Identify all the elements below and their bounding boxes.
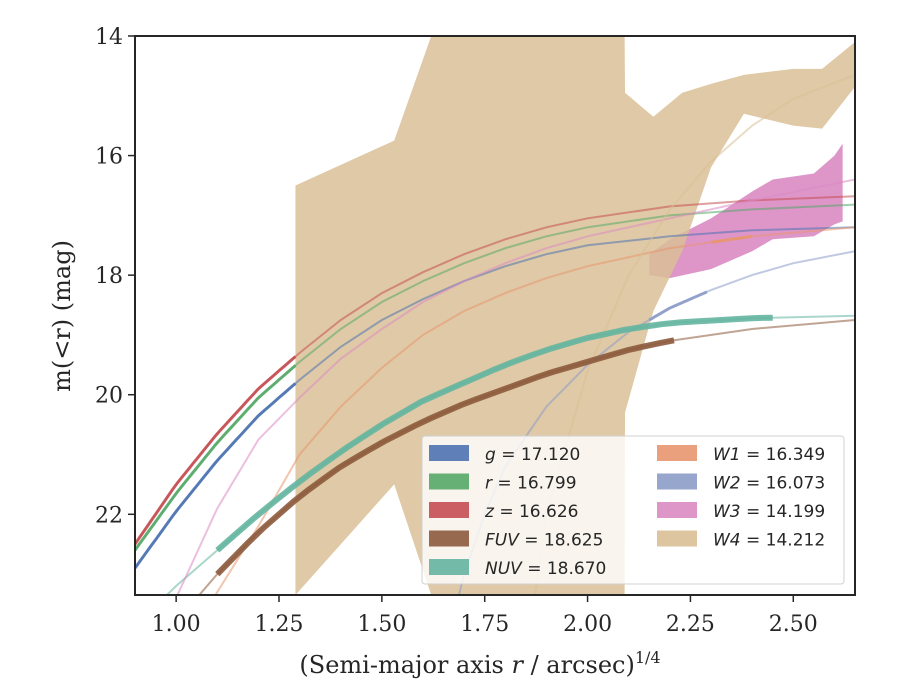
x-tick-label: 1.75 — [460, 612, 509, 637]
legend-label: r = 16.799 — [485, 474, 577, 494]
legend-label: FUV = 18.625 — [485, 531, 603, 551]
w2-measured — [648, 290, 708, 322]
x-axis-label-unit: / arcsec) — [523, 651, 635, 679]
legend-swatch — [657, 473, 697, 490]
x-tick-label: 1.25 — [255, 612, 304, 637]
legend-item-fuv: FUV = 18.625 — [429, 530, 603, 551]
y-tick-label: 14 — [95, 25, 123, 50]
legend-item-r: r = 16.799 — [429, 473, 577, 494]
legend-label: W4 = 14.212 — [713, 531, 825, 551]
legend-swatch — [657, 502, 697, 518]
fuv-measured — [215, 337, 675, 577]
y-axis-label: m(<r) (mag) — [48, 240, 76, 392]
legend-label: W3 = 14.199 — [713, 502, 825, 522]
w1-measured — [710, 234, 753, 244]
y-tick-label: 18 — [95, 264, 123, 289]
x-tick-label: 2.00 — [563, 612, 612, 637]
z-measured — [135, 355, 297, 546]
nuv-measured — [215, 314, 773, 553]
legend-item-w4: W4 = 14.212 — [657, 530, 825, 551]
legend-swatch — [429, 502, 469, 518]
measured-layer — [135, 234, 773, 577]
w3-curve — [176, 178, 855, 595]
legend-label: W2 = 16.073 — [713, 474, 825, 494]
g-measured — [135, 382, 297, 569]
legend-item-w2: W2 = 16.073 — [657, 473, 825, 494]
y-tick-label: 20 — [95, 384, 123, 409]
legend-item-w3: W3 = 14.199 — [657, 502, 825, 522]
legend-swatch — [429, 473, 469, 490]
x-tick-label: 1.50 — [357, 612, 406, 637]
plot-frame — [134, 35, 856, 596]
x-tick-label: 2.50 — [769, 612, 818, 637]
legend-swatch — [429, 559, 469, 575]
y-tick-label: 22 — [95, 503, 123, 528]
legend-item-nuv: NUV = 18.670 — [429, 559, 606, 579]
x-axis-label-symbol: r — [511, 651, 524, 679]
legend-label: W1 = 16.349 — [713, 445, 825, 465]
x-axis: 1.00 1.25 1.50 1.75 2.00 2.25 2.50 — [152, 595, 818, 637]
legend-swatch — [429, 530, 469, 547]
x-axis-label-exponent: 1/4 — [635, 648, 661, 667]
legend-swatch — [429, 445, 469, 461]
legend: g = 17.120 r = 16.799 z = 16.626 FUV = 18.6… — [421, 435, 845, 585]
legend-box — [421, 435, 845, 585]
x-axis-label: (Semi-major axis r / arcsec)1/4 — [299, 648, 660, 679]
w1-curve — [214, 226, 855, 595]
y-axis: 14 16 18 20 22 — [95, 25, 135, 528]
x-axis-label-prefix: (Semi-major axis — [299, 651, 511, 679]
legend-swatch — [657, 530, 697, 547]
x-tick-label: 2.25 — [666, 612, 715, 637]
legend-label: NUV = 18.670 — [485, 559, 606, 579]
y-tick-label: 16 — [95, 145, 123, 170]
legend-label: g = 17.120 — [485, 445, 580, 465]
legend-item-z: z = 16.626 — [429, 502, 578, 522]
r-measured — [135, 364, 297, 552]
legend-item-w1: W1 = 16.349 — [657, 445, 825, 465]
legend-item-g: g = 17.120 — [429, 445, 580, 465]
legend-swatch — [657, 445, 697, 461]
legend-label: z = 16.626 — [484, 502, 578, 522]
x-tick-label: 1.00 — [152, 612, 201, 637]
